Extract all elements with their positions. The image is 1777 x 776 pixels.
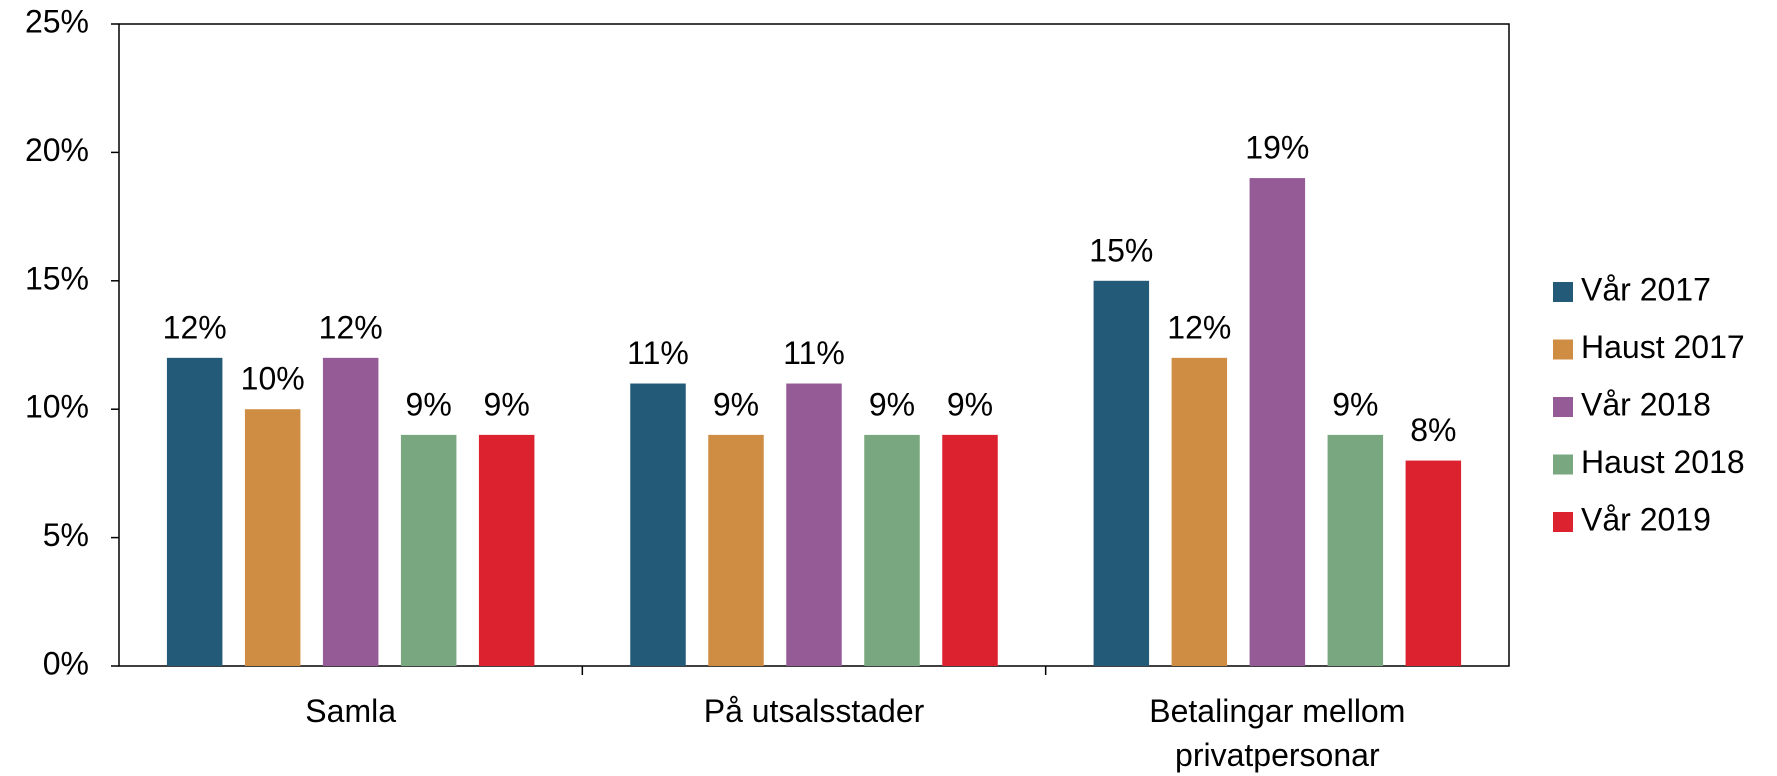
legend-label: Vår 2017 (1581, 271, 1711, 307)
data-label: 12% (1167, 309, 1231, 345)
bar (1327, 434, 1384, 666)
bar (630, 383, 686, 666)
legend-label: Haust 2018 (1581, 444, 1745, 480)
y-tick-label: 0% (43, 645, 89, 681)
data-label: 9% (406, 386, 452, 422)
data-label: 9% (1332, 386, 1378, 422)
legend-label: Haust 2017 (1581, 329, 1745, 365)
data-label: 9% (869, 386, 915, 422)
bar (166, 357, 223, 666)
data-label: 10% (241, 361, 305, 397)
legend-label: Vår 2018 (1581, 386, 1711, 422)
legend-label: Vår 2019 (1581, 501, 1711, 537)
legend-swatch (1553, 397, 1573, 417)
bar (1249, 178, 1306, 666)
data-label: 11% (783, 335, 845, 371)
data-label: 8% (1410, 412, 1456, 448)
y-tick-label: 25% (25, 3, 89, 39)
x-tick-label: Betalingar mellom privatpersonar (1149, 693, 1406, 773)
legend-swatch (1553, 512, 1573, 532)
bar (708, 434, 764, 666)
bar (1405, 460, 1462, 666)
y-tick-label: 20% (25, 132, 89, 168)
bar (1093, 280, 1150, 666)
legend-swatch (1553, 339, 1573, 360)
bar (942, 434, 998, 666)
bar (864, 434, 920, 666)
data-label: 11% (627, 335, 689, 371)
y-tick-label: 15% (25, 260, 89, 296)
bar (1171, 357, 1228, 666)
legend-swatch (1553, 454, 1573, 475)
bar (244, 409, 301, 666)
y-tick-label: 10% (25, 389, 89, 425)
x-tick-label: På utsalsstader (703, 693, 925, 729)
data-label: 9% (947, 386, 993, 422)
data-label: 12% (163, 309, 227, 345)
bar (786, 383, 842, 666)
data-label: 19% (1245, 130, 1309, 166)
x-tick-label: Samla (305, 693, 396, 729)
bar (322, 357, 379, 666)
legend-swatch (1553, 282, 1573, 302)
data-label: 15% (1089, 232, 1153, 268)
bar (478, 434, 535, 666)
bar (400, 434, 457, 666)
data-label: 9% (484, 386, 530, 422)
data-label: 12% (319, 309, 383, 345)
data-label: 9% (713, 386, 759, 422)
y-tick-label: 5% (43, 517, 89, 553)
